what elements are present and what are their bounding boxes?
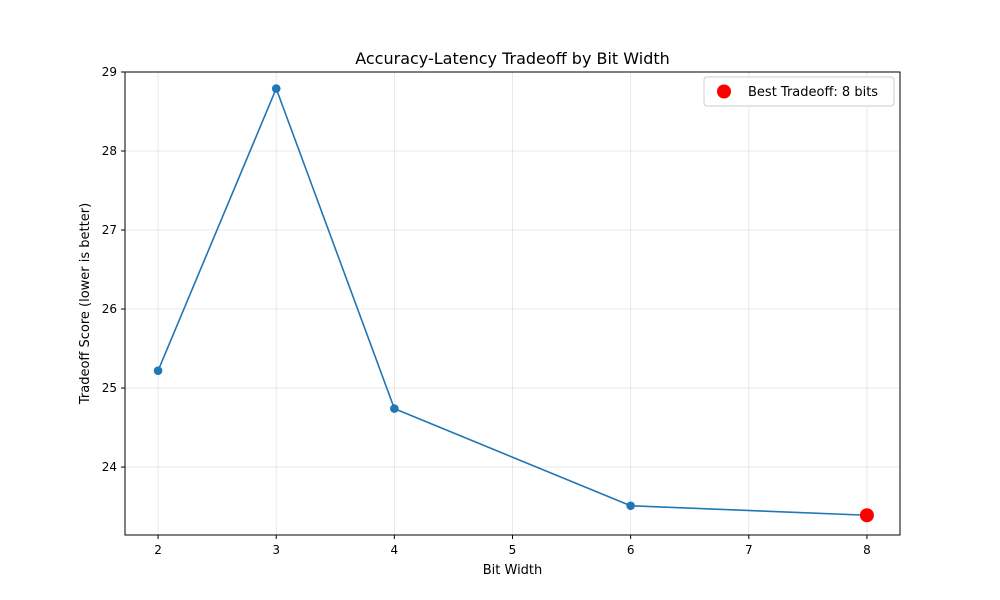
- y-tick-label: 26: [102, 302, 117, 316]
- legend: Best Tradeoff: 8 bits: [703, 76, 895, 107]
- data-point: [390, 404, 399, 413]
- x-tick-label: 2: [154, 543, 162, 557]
- x-tick-label: 6: [627, 543, 635, 557]
- grid: [125, 71, 900, 535]
- data-point: [271, 84, 281, 93]
- x-tick-label: 4: [391, 543, 399, 557]
- x-tick-label: 3: [272, 543, 280, 557]
- y-tick-label: 24: [102, 460, 117, 474]
- x-tick-label: 7: [745, 543, 753, 557]
- x-tick-label: 5: [509, 543, 517, 557]
- x-tick-label: 8: [863, 543, 871, 557]
- y-tick-label: 25: [102, 381, 117, 395]
- y-tick-label: 28: [102, 144, 117, 158]
- y-tick-label: 27: [102, 223, 117, 237]
- legend-box: [703, 76, 895, 107]
- x-axis-label: Bit Width: [483, 563, 543, 578]
- data-point: [626, 501, 635, 511]
- y-tick-label: 29: [102, 65, 117, 79]
- highlight-layer: [859, 508, 874, 523]
- legend-marker-best-tradeoff: [717, 84, 731, 99]
- chart-title: Accuracy-Latency Tradeoff by Bit Width: [355, 49, 670, 68]
- best-tradeoff-marker: [859, 508, 874, 523]
- y-axis-label: Tradeoff Score (lower is better): [78, 203, 93, 405]
- axis-ticks: 2 3 4 5 6 7 8 24 25 26 27 28 29: [102, 65, 871, 557]
- data-point: [153, 366, 163, 375]
- legend-label-best-tradeoff: Best Tradeoff: 8 bits: [748, 85, 878, 100]
